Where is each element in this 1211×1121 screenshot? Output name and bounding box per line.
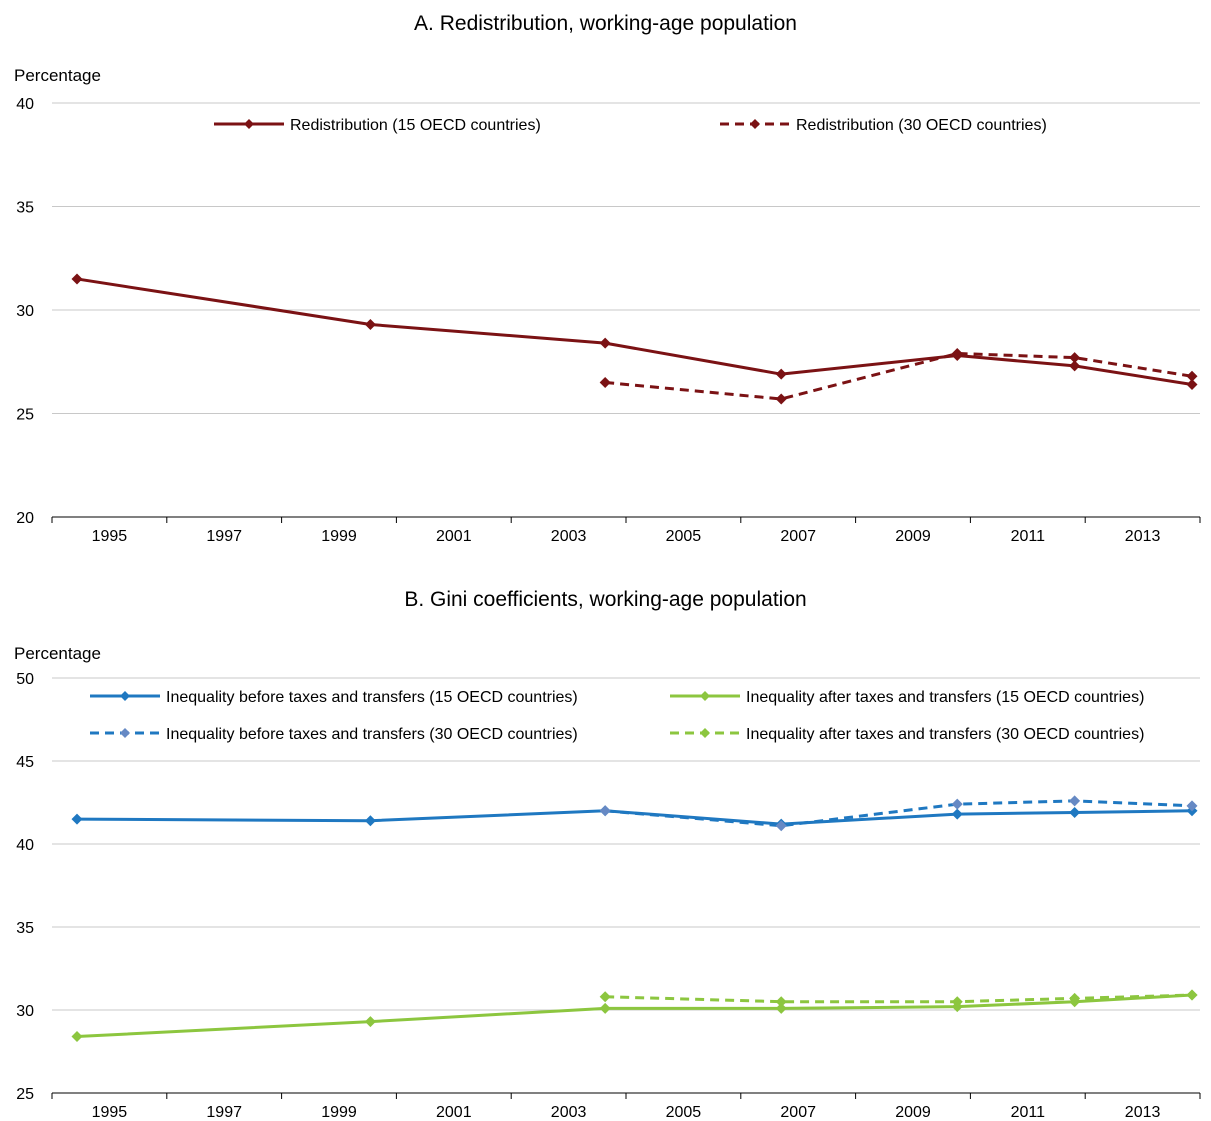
data-point xyxy=(599,1002,611,1014)
series-line xyxy=(605,799,1193,828)
data-point xyxy=(599,337,611,349)
y-tick-label: 25 xyxy=(16,407,34,424)
x-tick-label: 1999 xyxy=(321,528,357,545)
data-point xyxy=(599,991,611,1003)
x-tick-label: 2001 xyxy=(436,1104,472,1121)
series-line xyxy=(76,809,1193,826)
data-point xyxy=(71,1031,83,1043)
chart-plot-a: 20 25 30 35 40 1995 1997 1999 2001 2003 2005 2007 20… xyxy=(16,96,1201,545)
data-point xyxy=(775,1002,787,1014)
series-line xyxy=(605,351,1193,401)
data-point xyxy=(364,318,376,330)
x-tick-label: 2001 xyxy=(436,528,472,545)
legend-marker xyxy=(120,691,130,701)
y-tick-label: 40 xyxy=(16,96,34,113)
y-tick-label: 45 xyxy=(16,754,34,771)
data-point xyxy=(951,798,963,810)
y-tick-label: 30 xyxy=(16,303,34,320)
x-tick-label: 2009 xyxy=(895,1104,931,1121)
data-point xyxy=(1186,800,1198,812)
legend-marker xyxy=(120,728,130,738)
data-point xyxy=(1186,370,1198,382)
y-tick-label: 40 xyxy=(16,837,34,854)
y-tick-label: 25 xyxy=(16,1086,34,1103)
series-line xyxy=(76,993,1193,1039)
data-point xyxy=(71,273,83,285)
data-point xyxy=(775,820,787,832)
x-tick-label: 2009 xyxy=(895,528,931,545)
data-point xyxy=(1069,795,1081,807)
data-point xyxy=(364,1016,376,1028)
legend-label: Inequality before taxes and transfers (3… xyxy=(166,726,578,743)
legend-label: Redistribution (30 OECD countries) xyxy=(796,117,1047,134)
x-tick-label: 2003 xyxy=(551,1104,587,1121)
data-point xyxy=(1069,992,1081,1004)
data-point xyxy=(599,376,611,388)
x-tick-label: 2007 xyxy=(780,1104,816,1121)
x-tick-label: 1995 xyxy=(92,528,128,545)
x-tick-label: 2011 xyxy=(1011,1104,1046,1121)
data-point xyxy=(951,347,963,359)
x-tick-label: 2007 xyxy=(780,528,816,545)
x-tick-label: 1995 xyxy=(92,1104,128,1121)
data-point xyxy=(1069,360,1081,372)
legend-marker xyxy=(750,119,760,129)
chart-panel-b: B. Gini coefficients, working-age popula… xyxy=(0,580,1211,1121)
data-point xyxy=(775,393,787,405)
legend-marker xyxy=(700,728,710,738)
x-tick-label: 2005 xyxy=(666,528,702,545)
data-point xyxy=(775,368,787,380)
x-tick-label: 2013 xyxy=(1125,528,1161,545)
y-tick-label: 35 xyxy=(16,920,34,937)
data-point xyxy=(951,996,963,1008)
data-point xyxy=(1069,806,1081,818)
x-tick-label: 2003 xyxy=(551,528,587,545)
data-point xyxy=(364,815,376,827)
x-tick-label: 1999 xyxy=(321,1104,357,1121)
data-point xyxy=(1186,989,1198,1001)
series-line xyxy=(76,277,1193,387)
y-axis-label: Percentage xyxy=(14,644,101,663)
data-point xyxy=(1186,379,1198,391)
y-axis-label: Percentage xyxy=(14,66,101,85)
chart-title: B. Gini coefficients, working-age popula… xyxy=(404,588,807,611)
y-tick-label: 35 xyxy=(16,200,34,217)
data-point xyxy=(599,805,611,817)
x-tick-label: 2013 xyxy=(1125,1104,1161,1121)
legend-marker xyxy=(244,119,254,129)
legend-label: Inequality before taxes and transfers (1… xyxy=(166,689,578,706)
x-tick-label: 2005 xyxy=(666,1104,702,1121)
chart-panel-a: A. Redistribution, working-age populatio… xyxy=(0,0,1211,560)
x-tick-label: 1997 xyxy=(206,1104,242,1121)
legend-label: Inequality after taxes and transfers (15… xyxy=(746,689,1144,706)
chart-title: A. Redistribution, working-age populatio… xyxy=(414,12,797,35)
data-point xyxy=(1069,352,1081,364)
data-point xyxy=(951,808,963,820)
legend-marker xyxy=(700,691,710,701)
y-tick-label: 30 xyxy=(16,1003,34,1020)
y-tick-label: 50 xyxy=(16,671,34,688)
x-tick-label: 2011 xyxy=(1011,528,1046,545)
legend-label: Inequality after taxes and transfers (30… xyxy=(746,726,1144,743)
x-tick-label: 1997 xyxy=(206,528,242,545)
data-point xyxy=(775,996,787,1008)
y-tick-label: 20 xyxy=(16,510,34,527)
chart-plot-b: 25 30 35 40 45 50 1995 1997 1999 2001 2003 2005 2007… xyxy=(16,671,1201,1121)
data-point xyxy=(71,813,83,825)
legend-label: Redistribution (15 OECD countries) xyxy=(290,117,541,134)
